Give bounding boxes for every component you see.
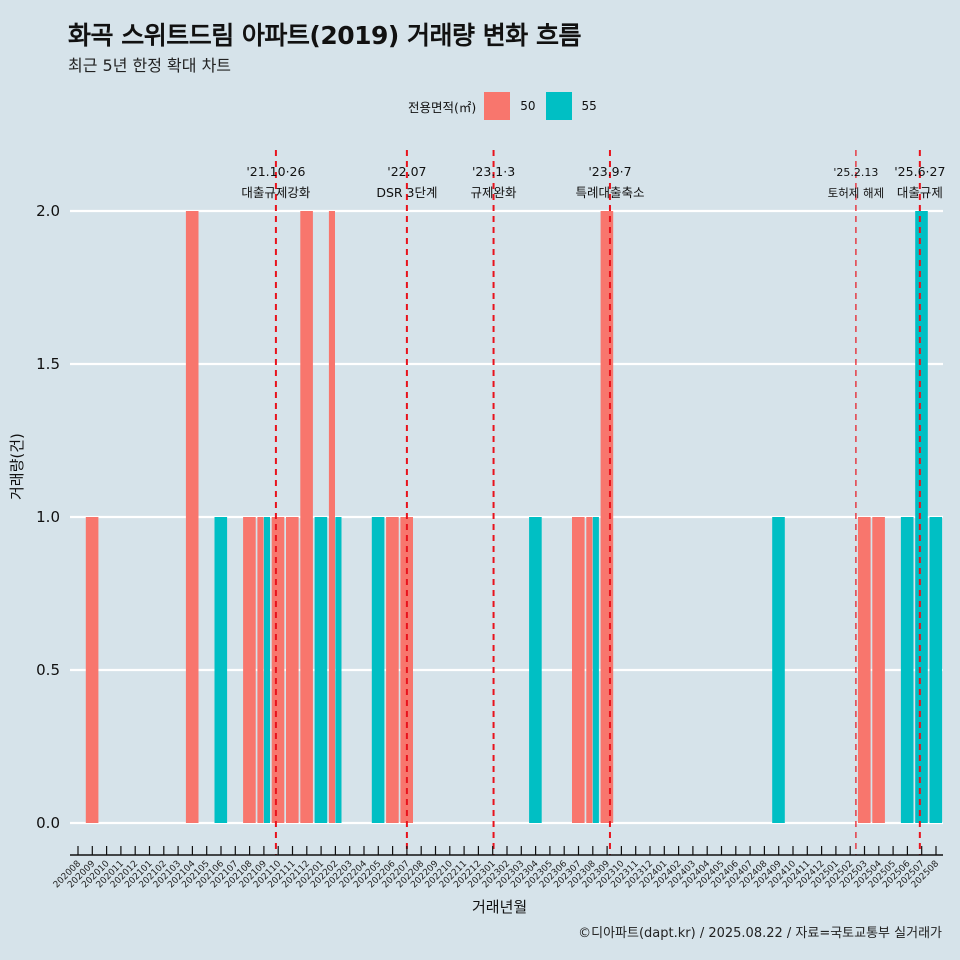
bar-50-202104 bbox=[185, 211, 199, 823]
bar-50-202108 bbox=[243, 517, 256, 823]
bar-55-202409 bbox=[772, 517, 785, 823]
event-date-label: '23.1·3 bbox=[472, 164, 515, 179]
event-date-label: '25.6·27 bbox=[894, 164, 945, 179]
bar-55-202304 bbox=[529, 517, 542, 823]
bar-55-202507 bbox=[915, 211, 928, 823]
bar-55-202506 bbox=[900, 517, 914, 823]
event-date-label: '21.10·26 bbox=[246, 164, 305, 179]
bar-55-202205 bbox=[371, 517, 385, 823]
y-tick-label: 2.0 bbox=[36, 202, 60, 220]
chart-subtitle: 최근 5년 한정 확대 차트 bbox=[68, 56, 232, 75]
legend-label-55: 55 bbox=[581, 99, 597, 113]
legend-swatch-55 bbox=[545, 92, 572, 120]
event-name-label: 대출규제 bbox=[897, 185, 943, 200]
event-name-label: 토허제 해제 bbox=[828, 186, 885, 200]
source-footer: ©디아파트(dapt.kr) / 2025.08.22 / 자료=국토교통부 실… bbox=[578, 926, 942, 941]
bar-55-202202 bbox=[335, 517, 342, 823]
bar-55-202201 bbox=[314, 517, 328, 823]
y-axis-title: 거래량(건) bbox=[8, 433, 26, 500]
bar-50-202206 bbox=[386, 517, 399, 823]
bar-50-202112 bbox=[300, 211, 313, 823]
bar-50-202111 bbox=[286, 517, 299, 823]
event-date-label: '23.9·7 bbox=[588, 164, 631, 179]
event-date-label: '25.2.13 bbox=[833, 166, 878, 179]
legend: 전용면적(㎡) 50 55 bbox=[408, 92, 607, 120]
y-tick-label: 0.5 bbox=[36, 661, 60, 679]
bar-50-202110 bbox=[271, 517, 285, 823]
y-tick-label: 1.0 bbox=[36, 508, 60, 526]
y-tick-label: 1.5 bbox=[36, 355, 60, 373]
bar-55-202106 bbox=[214, 517, 228, 823]
event-name-label: 대출규제강화 bbox=[241, 185, 311, 200]
bar-50-202202 bbox=[328, 211, 335, 823]
bar-50-202308 bbox=[586, 517, 593, 823]
bar-50-202309 bbox=[600, 211, 614, 823]
bar-50-202504 bbox=[872, 517, 885, 823]
bar-55-202508 bbox=[929, 517, 943, 823]
chart-title: 화곡 스위트드림 아파트(2019) 거래량 변화 흐름 bbox=[68, 21, 581, 50]
bar-50-202009 bbox=[85, 517, 99, 823]
bar-50-202503 bbox=[858, 517, 871, 823]
x-axis-title: 거래년월 bbox=[472, 898, 528, 916]
legend-title: 전용면적(㎡) bbox=[408, 99, 477, 115]
event-name-label: 특례대출축소 bbox=[575, 185, 644, 200]
bar-50-202307 bbox=[572, 517, 585, 823]
y-tick-label: 0.0 bbox=[36, 814, 60, 832]
bar-50-202109 bbox=[257, 517, 264, 823]
legend-swatch-50 bbox=[484, 92, 511, 120]
event-name-label: DSR 3단계 bbox=[376, 185, 437, 200]
event-name-label: 규제완화 bbox=[471, 185, 518, 200]
legend-label-50: 50 bbox=[520, 99, 536, 113]
bar-55-202308 bbox=[592, 517, 599, 823]
bar-55-202109 bbox=[263, 517, 270, 823]
event-date-label: '22.07 bbox=[387, 164, 426, 179]
